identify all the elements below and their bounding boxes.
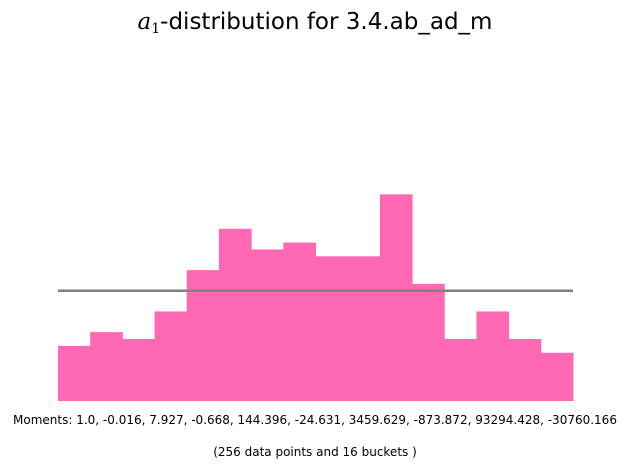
histogram-bar	[508, 339, 542, 401]
histogram-bar	[90, 332, 123, 401]
histogram-bar	[444, 339, 477, 401]
histogram-bar	[476, 311, 510, 401]
chart-title-text: -distribution for 3.4.ab_ad_m	[160, 9, 493, 35]
histogram-bars	[58, 194, 574, 401]
histogram-bar	[347, 256, 381, 401]
data-count-caption: (256 data points and 16 buckets )	[213, 445, 417, 459]
chart-title-math-symbol: a	[137, 9, 152, 35]
moments-caption: Moments: 1.0, -0.016, 7.927, -0.668, 144…	[13, 413, 617, 427]
histogram-bar	[315, 256, 349, 401]
histogram-bar	[379, 194, 413, 401]
histogram-bar	[154, 311, 188, 401]
histogram-bar	[122, 339, 156, 401]
chart-title: a1-distribution for 3.4.ab_ad_m	[0, 6, 630, 45]
histogram-bar	[412, 283, 445, 401]
histogram-bar	[540, 352, 574, 401]
histogram-bar	[251, 249, 284, 401]
histogram-bar	[218, 228, 252, 401]
chart-title-math: a1	[137, 9, 161, 37]
histogram-bar	[283, 242, 316, 401]
histogram-bar	[58, 345, 91, 401]
chart-title-math-subscript: 1	[151, 21, 161, 37]
